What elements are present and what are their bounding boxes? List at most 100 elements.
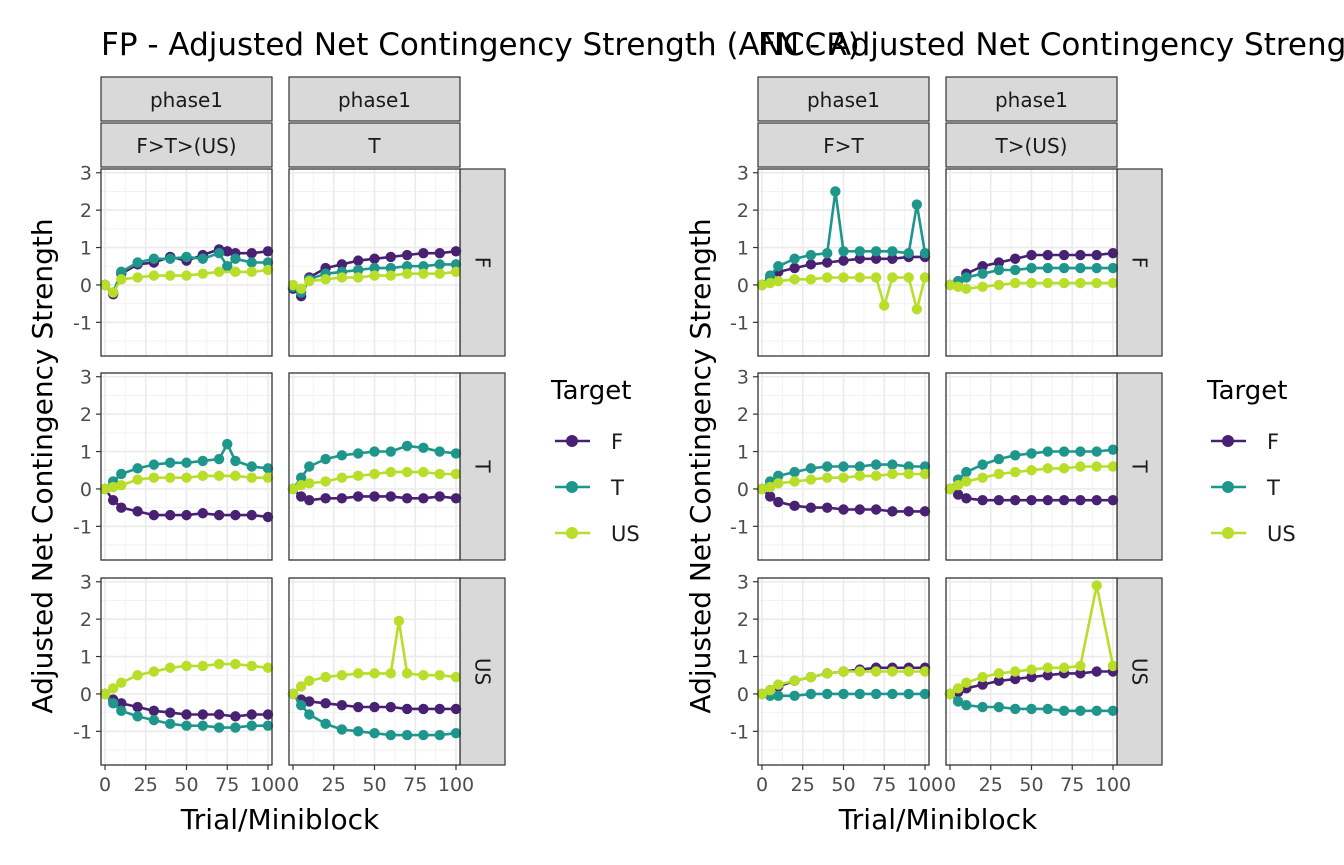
data-point-fp-t-us-t-1 (295, 699, 307, 711)
y-tick-label-fn-f-t-t--1: -1 (730, 516, 749, 538)
data-point-fn-f-t-f-us-7 (854, 272, 865, 283)
data-point-fp-f-t-us-us-f-11 (262, 709, 274, 720)
data-point-fn-f-t-us-t-10 (903, 688, 914, 700)
data-point-fp-t-f-us-5 (353, 272, 364, 283)
data-point-fn-f-t-t-f-3 (789, 500, 800, 511)
panel-fn-t-us-f (944, 168, 1119, 357)
data-point-fp-f-t-us-us-t-5 (165, 718, 176, 730)
data-point-fn-f-t-t-us-9 (887, 468, 898, 480)
data-point-fn-t-us-f-t-7 (1042, 262, 1054, 274)
data-point-fn-t-us-t-t-7 (1042, 446, 1054, 457)
panel-fn-f-t-t: 3 2 1 0 -1 (730, 367, 931, 561)
data-point-fp-t-t-f-4 (336, 493, 348, 504)
legend-key-us-fp (555, 527, 590, 539)
data-point-fp-t-us-t-7 (385, 729, 396, 741)
data-point-fp-t-us-f-8 (401, 703, 413, 715)
data-point-fp-f-t-us-f-t-8 (213, 247, 225, 259)
data-point-fn-t-us-f-us-2 (961, 283, 972, 294)
data-point-fp-t-us-f-6 (369, 701, 380, 713)
data-point-fn-f-t-us-us-9 (887, 666, 898, 677)
col-strip-bottom-label-fp-1: T (367, 134, 381, 158)
data-point-fp-f-t-us-t-us-0 (99, 483, 111, 495)
data-point-fn-f-t-us-t-8 (870, 688, 882, 700)
data-point-fp-f-t-us-f-t-4 (148, 253, 160, 264)
y-tick-label-fp-f-t-us-us-2: 2 (80, 609, 92, 631)
data-point-fp-t-f-us-7 (385, 270, 396, 281)
data-point-fn-f-t-f-f-4 (805, 259, 817, 270)
x-tick-label-fp-t-us-50: 50 (362, 774, 386, 796)
data-point-fn-t-us-f-us-3 (977, 281, 988, 293)
legend-fp: Target F T US (550, 376, 640, 546)
data-point-fn-f-t-f-us-0 (756, 279, 768, 291)
data-point-fp-f-t-us-t-us-10 (246, 472, 257, 483)
x-tick-label-fp-f-t-us-us-50: 50 (174, 774, 198, 796)
y-tick-label-fp-f-t-us-us--1: -1 (73, 721, 92, 743)
data-point-fp-t-f-t-11 (450, 259, 462, 270)
data-point-fp-f-t-us-t-f-2 (116, 502, 127, 513)
col-strip-bottom-label-fn-1: T>(US) (995, 134, 1068, 158)
data-point-fp-f-t-us-f-us-8 (213, 266, 225, 278)
data-point-fn-f-t-f-us-5 (822, 272, 833, 283)
col-strip-top-label-fn-1: phase1 (995, 88, 1068, 112)
data-point-fp-f-t-us-t-t-7 (197, 455, 208, 467)
data-point-fn-f-t-t-t-6 (838, 461, 849, 472)
data-point-fp-f-t-us-t-t-8 (213, 453, 225, 465)
data-point-fn-t-us-t-us-0 (944, 483, 956, 495)
data-point-fn-t-us-f-t-10 (1091, 262, 1102, 274)
data-point-fp-t-f-us-8 (401, 268, 413, 279)
data-point-fp-f-t-us-f-us-2 (116, 274, 127, 285)
data-point-fp-f-t-us-us-t-10 (246, 720, 257, 731)
data-point-fp-t-us-f-4 (336, 699, 348, 711)
data-point-fn-f-t-f-t-7 (838, 246, 849, 257)
data-point-fn-t-us-t-f-5 (1010, 494, 1021, 506)
data-point-fn-t-us-t-t-8 (1058, 446, 1070, 457)
data-point-fn-t-us-us-t-11 (1107, 705, 1119, 716)
data-point-fp-f-t-us-f-t-10 (230, 253, 241, 264)
data-point-fp-f-t-us-us-us-10 (246, 660, 257, 672)
panel-border-fn-t-us-f (945, 168, 1118, 357)
data-point-fp-t-f-t-8 (401, 261, 413, 272)
legend-key-us-fn (1211, 527, 1246, 539)
data-point-fn-f-t-f-us-12 (911, 304, 923, 315)
data-point-fp-f-t-us-t-t-5 (165, 457, 176, 468)
x-tick-label-fn-f-t-us-25: 25 (791, 774, 815, 796)
data-point-fp-f-t-us-t-t-6 (181, 457, 192, 468)
data-point-fp-t-us-us-4 (336, 670, 348, 681)
data-point-fp-t-f-f-9 (418, 247, 429, 259)
data-point-fp-f-t-us-us-t-11 (262, 720, 274, 731)
data-point-fn-f-t-f-f-5 (822, 257, 833, 268)
col-strip-top-fp-1 (288, 76, 461, 122)
data-point-fp-f-t-us-t-t-3 (132, 463, 143, 474)
data-point-fp-f-t-us-us-us-11 (262, 662, 274, 673)
x-tick-label-fn-t-us-us-50: 50 (1019, 774, 1043, 796)
data-point-fn-f-t-t-us-7 (854, 470, 865, 482)
data-point-fp-t-f-t-10 (434, 259, 445, 270)
data-point-fp-f-t-us-t-f-8 (213, 509, 225, 521)
data-point-fn-f-t-f-f-7 (854, 253, 865, 264)
data-point-fp-f-t-us-t-f-6 (181, 509, 192, 521)
y-axis-title-fn: Adjusted Net Contingency Strength (684, 218, 717, 713)
data-point-fp-f-t-us-f-f-9 (222, 246, 233, 257)
data-point-fn-f-t-t-f-5 (822, 502, 833, 513)
data-point-fp-t-t-f-2 (304, 494, 315, 506)
y-tick-label-fn-f-t-t-2: 2 (737, 404, 749, 426)
x-tick-label-fp-f-t-us-us-75: 75 (215, 774, 239, 796)
data-point-fn-t-us-us-us-11 (1107, 660, 1119, 672)
data-point-fp-t-f-f-11 (450, 246, 462, 257)
data-point-fn-f-t-us-t-7 (854, 688, 865, 700)
panel-border-fp-f-t-us-f (100, 168, 273, 357)
col-strip-top-fn-0 (757, 76, 930, 122)
x-tick-label-fp-t-us-25: 25 (322, 774, 346, 796)
y-tick-label-fp-f-t-us-t-3: 3 (80, 367, 92, 389)
data-point-fn-f-t-t-f-4 (805, 502, 817, 513)
data-point-fn-t-us-f-t-4 (993, 264, 1005, 276)
data-point-fn-t-us-us-us-4 (993, 668, 1005, 679)
data-point-fn-t-us-t-t-5 (1010, 450, 1021, 461)
data-point-fp-f-t-us-us-f-6 (181, 709, 192, 720)
panel-fn-f-t-us: 3 2 1 0 -1 0 25 50 75 100 (730, 572, 943, 796)
y-tick-label-fn-f-t-us-3: 3 (737, 572, 749, 594)
data-point-fn-t-us-t-t-3 (977, 459, 988, 470)
data-point-fp-f-t-us-us-t-2 (116, 705, 127, 716)
data-point-fn-t-us-t-f-1 (952, 489, 964, 500)
data-point-fn-t-us-t-us-5 (1010, 466, 1021, 478)
